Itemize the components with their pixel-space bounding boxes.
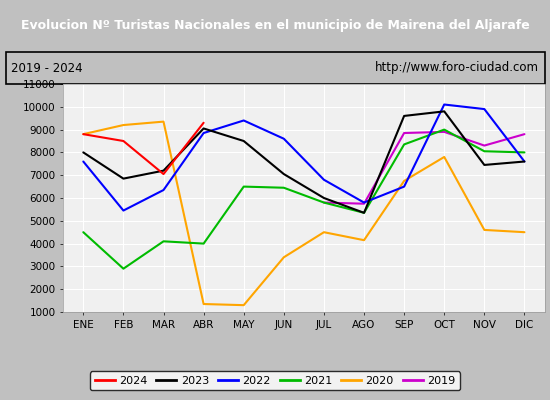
Text: 2019 - 2024: 2019 - 2024 [11, 62, 82, 74]
Legend: 2024, 2023, 2022, 2021, 2020, 2019: 2024, 2023, 2022, 2021, 2020, 2019 [90, 372, 460, 390]
Text: http://www.foro-ciudad.com: http://www.foro-ciudad.com [375, 62, 539, 74]
Text: Evolucion Nº Turistas Nacionales en el municipio de Mairena del Aljarafe: Evolucion Nº Turistas Nacionales en el m… [21, 20, 529, 32]
